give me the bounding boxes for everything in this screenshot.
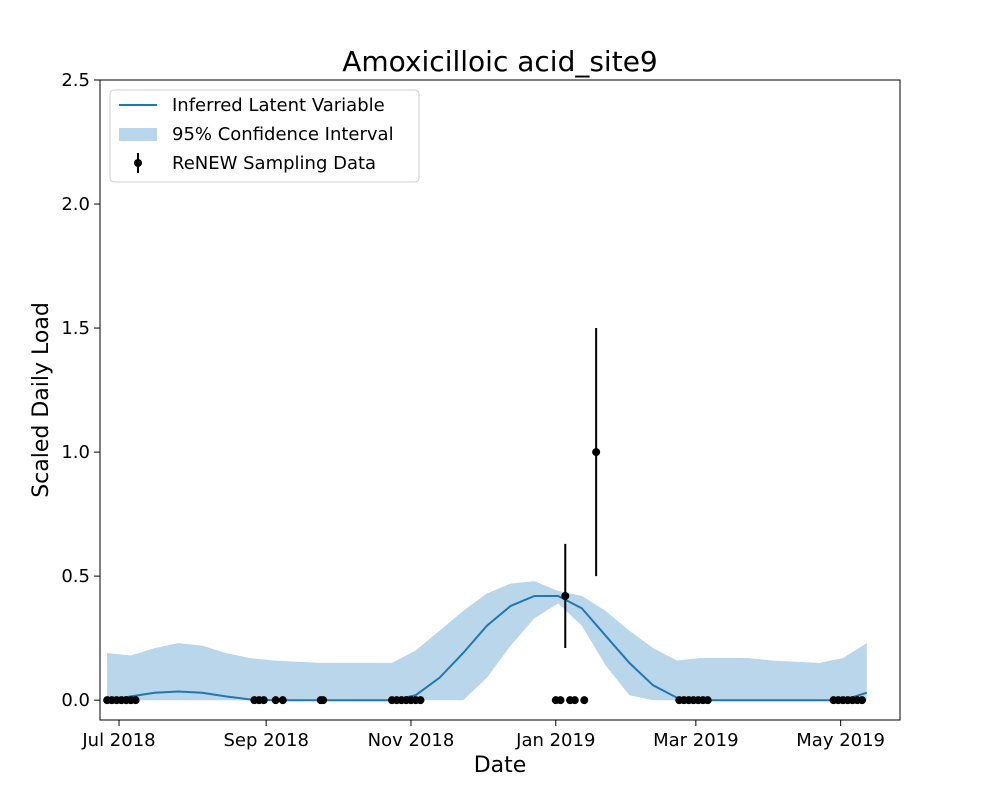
x-tick-label: Jan 2019 [515,730,595,751]
legend-marker-swatch [134,159,142,167]
x-tick-label: May 2019 [796,730,885,751]
y-tick-label: 2.5 [61,70,90,91]
sampling-data-point [858,696,867,705]
x-tick-label: Sep 2018 [223,730,308,751]
confidence-band-layer [107,581,867,701]
legend-band-swatch [119,128,157,141]
sampling-data-point [592,448,601,457]
legend-box [109,89,420,183]
confidence-interval-band [107,581,867,701]
sampling-data-point [416,696,425,705]
sampling-data-point [556,696,565,705]
x-tick-label: Mar 2019 [653,730,739,751]
y-tick-label: 1.0 [61,442,90,463]
x-tick-label: Jul 2018 [81,730,155,751]
chart-title: Amoxicilloic acid_site9 [342,45,657,78]
legend-label-sampling: ReNEW Sampling Data [172,153,376,174]
sampling-data-point [278,696,287,705]
latent-line-layer [106,595,868,702]
y-tick-label: 0.0 [61,690,90,711]
sampling-data-point [580,696,589,705]
x-tick-label: Nov 2018 [368,730,455,751]
y-tick-label: 0.5 [61,566,90,587]
sampling-data-point [561,591,570,600]
x-axis-title: Date [474,753,527,778]
y-tick-label: 1.5 [61,318,90,339]
sampling-data-point [703,696,712,705]
sampling-data-point [131,696,140,705]
legend-label-interval: 95% Confidence Interval [172,124,394,145]
sampling-data-point [259,696,268,705]
sampling-data-point [319,696,328,705]
sampling-data-point [570,696,579,705]
latent-variable-line [106,595,868,702]
y-tick-label: 2.0 [61,194,90,215]
plot-frame [99,79,901,721]
sampling-data-point [271,696,280,705]
sampling-points-layer [103,328,867,705]
x-axis-ticks: Jul 2018 Sep 2018 Nov 2018 Jan 2019 Mar 2019… [81,720,885,751]
y-axis-title: Scaled Daily Load [29,302,54,498]
y-axis-ticks: 0.0 0.5 1.0 1.5 2.0 2.5 [61,70,100,711]
legend: Inferred Latent Variable 95% Confidence … [109,89,420,183]
legend-label-latent: Inferred Latent Variable [172,95,385,116]
